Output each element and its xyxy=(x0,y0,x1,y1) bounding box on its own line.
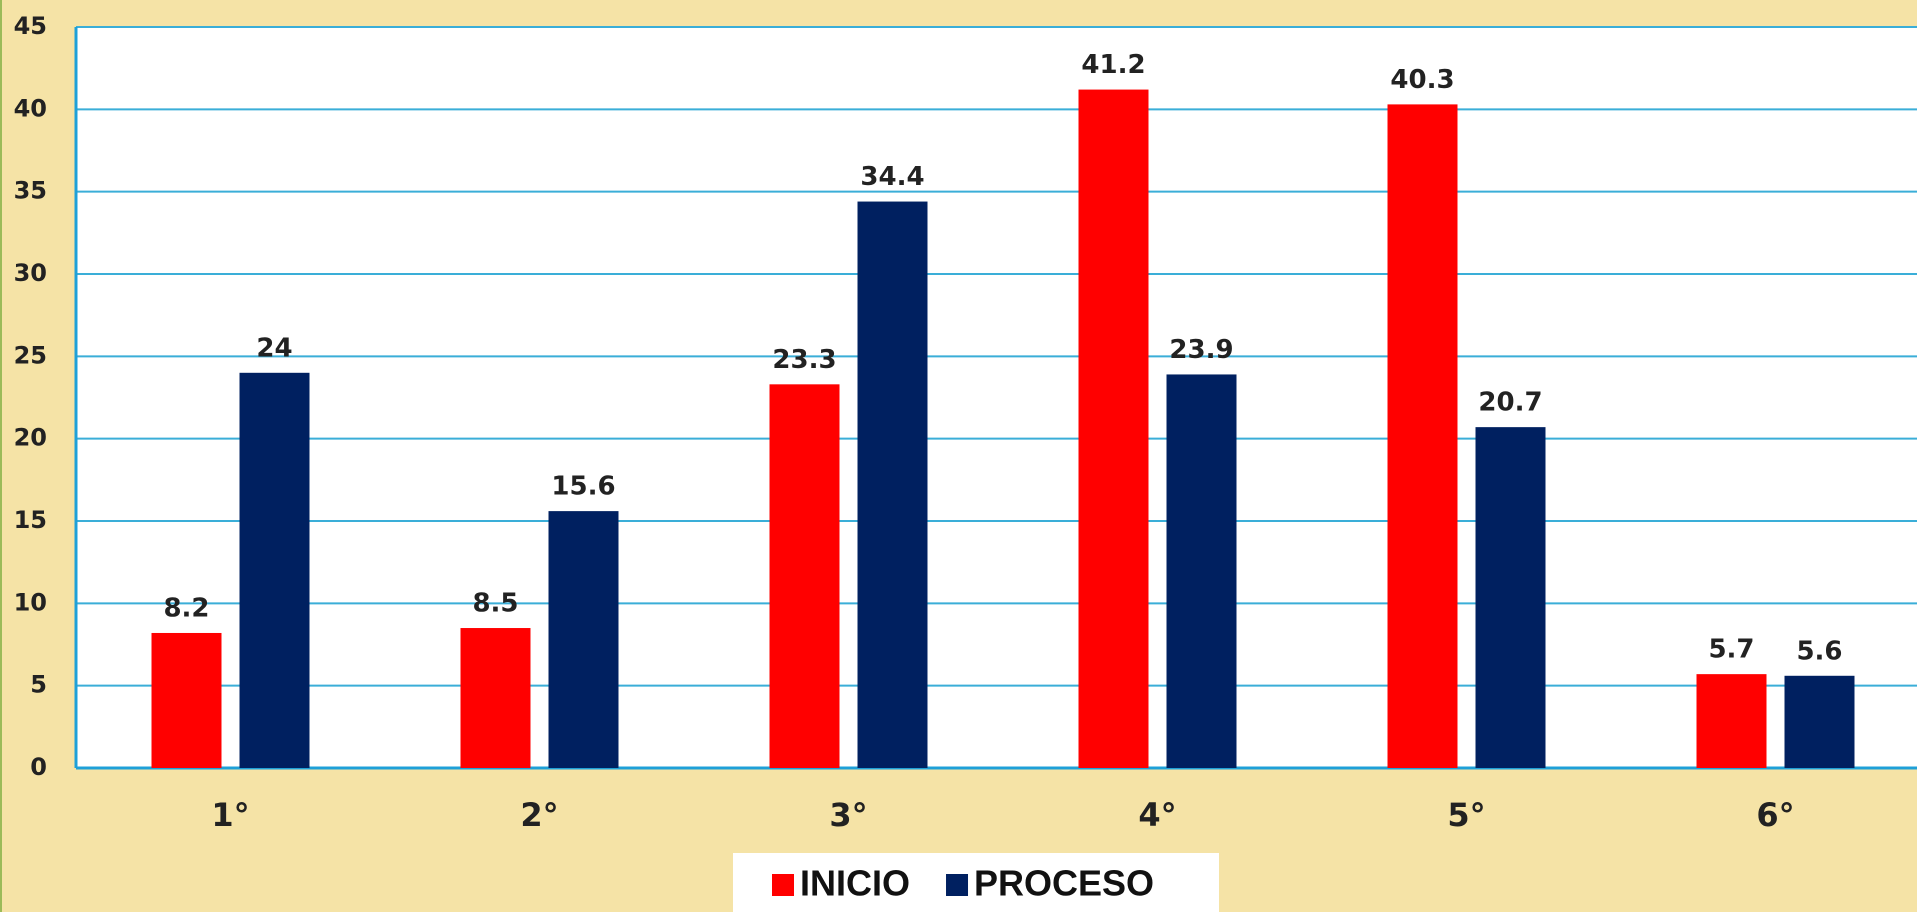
bar xyxy=(1078,89,1149,768)
bar xyxy=(1784,675,1855,768)
y-tick-label: 10 xyxy=(14,588,47,616)
legend-swatch xyxy=(772,874,794,896)
x-tick-label: 2° xyxy=(520,796,558,834)
bar xyxy=(1696,674,1767,768)
x-tick-label: 3° xyxy=(829,796,867,834)
bar xyxy=(239,372,310,768)
bar xyxy=(857,201,928,769)
x-tick-label: 5° xyxy=(1447,796,1485,834)
bar xyxy=(1387,104,1458,769)
data-label: 23.3 xyxy=(772,345,836,375)
y-tick-label: 45 xyxy=(14,12,47,40)
legend-label: INICIO xyxy=(800,863,910,904)
data-label: 20.7 xyxy=(1478,388,1542,418)
data-label: 24 xyxy=(256,333,292,363)
data-label: 5.6 xyxy=(1796,636,1842,666)
x-tick-label: 1° xyxy=(211,796,249,834)
y-tick-label: 25 xyxy=(14,341,47,369)
x-tick-label: 4° xyxy=(1138,796,1176,834)
data-label: 41.2 xyxy=(1081,50,1145,80)
data-label: 23.9 xyxy=(1169,335,1233,365)
bar xyxy=(548,511,619,768)
y-tick-label: 5 xyxy=(30,671,47,699)
data-label: 40.3 xyxy=(1390,65,1454,95)
data-label: 34.4 xyxy=(860,162,924,192)
plot-area xyxy=(76,27,1917,768)
bar xyxy=(151,632,222,768)
bar xyxy=(1475,427,1546,768)
legend-label: PROCESO xyxy=(974,863,1154,904)
x-tick-label: 6° xyxy=(1756,796,1794,834)
y-tick-label: 0 xyxy=(30,753,47,781)
bar xyxy=(769,384,840,768)
data-label: 8.2 xyxy=(163,593,209,623)
data-label: 8.5 xyxy=(472,589,518,619)
y-tick-label: 15 xyxy=(14,506,47,534)
y-tick-label: 30 xyxy=(14,259,47,287)
y-tick-label: 20 xyxy=(14,424,47,452)
legend-swatch xyxy=(946,874,969,896)
y-tick-label: 35 xyxy=(14,177,47,205)
y-tick-label: 40 xyxy=(14,94,47,122)
legend-box xyxy=(733,853,1219,912)
data-label: 5.7 xyxy=(1708,635,1754,665)
data-label: 15.6 xyxy=(551,472,615,502)
bar xyxy=(1166,374,1237,768)
bar xyxy=(460,628,531,768)
